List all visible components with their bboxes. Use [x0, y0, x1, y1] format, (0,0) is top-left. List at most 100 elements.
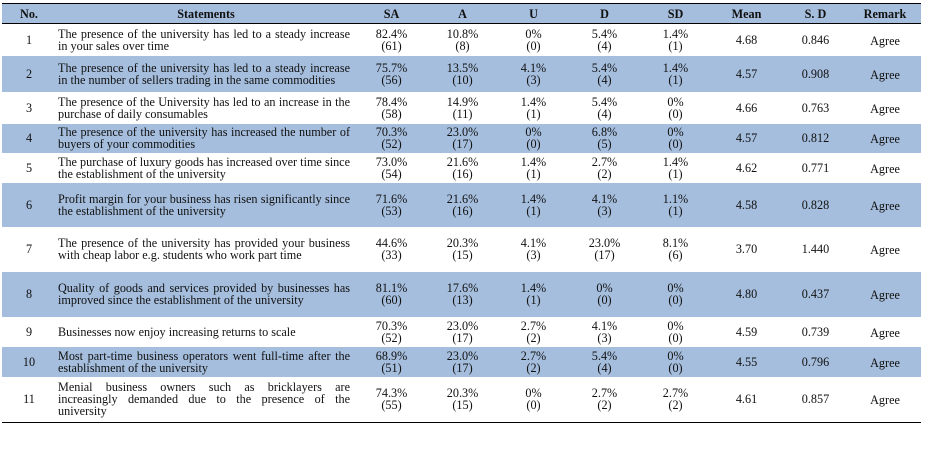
sd-cell: 1.4% (1) — [640, 56, 711, 92]
stdev-value: 0.828 — [801, 197, 830, 212]
u-count: (3) — [526, 248, 541, 262]
u-percent: 1.4% — [520, 94, 547, 109]
a-cell: 23.0% (17) — [427, 317, 498, 347]
d-count: (4) — [597, 38, 612, 53]
sd-percent: 0% — [667, 348, 684, 363]
a-percent: 10.8% — [446, 26, 479, 41]
row-number: 7 — [25, 242, 33, 256]
mean-value: 4.57 — [735, 131, 758, 145]
statement-cell: The presence of the University has led t… — [56, 92, 356, 124]
statement-cell: Menial business owners such as bricklaye… — [56, 376, 356, 423]
a-cell: 17.6% (13) — [427, 272, 498, 317]
sd-count: (0) — [668, 360, 683, 375]
u-percent: 1.4% — [520, 281, 547, 295]
table-row: 10 Most part-time business operators went… — [2, 346, 921, 377]
sa-count: (58) — [381, 106, 402, 121]
u-percent: 1.4% — [520, 154, 547, 169]
d-percent: 5.4% — [591, 348, 618, 363]
u-count: (3) — [526, 72, 541, 87]
statement-cell: Most part-time business operators went f… — [56, 347, 356, 377]
remark-cell: Agree — [849, 124, 921, 153]
sd-cell: 1.4% (1) — [640, 153, 711, 183]
table-row: 4 The presence of the university has incr… — [2, 123, 921, 153]
sd-count: (0) — [668, 293, 683, 307]
d-count: (2) — [597, 398, 612, 413]
d-percent: 4.1% — [591, 318, 618, 333]
header-statements: Statements — [56, 3, 356, 24]
remark-cell: Agree — [849, 56, 921, 92]
u-count: (0) — [526, 137, 541, 151]
statement-text: Menial business owners such as bricklaye… — [58, 380, 350, 419]
stdev-value: 0.846 — [801, 32, 830, 47]
sa-count: (55) — [381, 398, 402, 413]
d-percent: 2.7% — [591, 386, 618, 401]
u-percent: 1.4% — [520, 191, 547, 206]
d-percent: 5.4% — [591, 26, 618, 41]
u-percent: 0% — [525, 125, 542, 139]
sa-percent: 70.3% — [375, 318, 408, 333]
sd-count: (1) — [668, 166, 683, 181]
a-percent: 23.0% — [446, 318, 479, 333]
u-cell: 1.4% (1) — [498, 153, 569, 183]
sa-cell: 78.4% (58) — [356, 92, 427, 124]
sa-count: (33) — [381, 248, 402, 262]
u-count: (0) — [526, 38, 541, 53]
sa-count: (56) — [381, 72, 402, 87]
statement-cell: The presence of the university has provi… — [56, 227, 356, 272]
sd-count: (2) — [668, 398, 683, 413]
statement-text: The purchase of luxury goods has increas… — [58, 154, 350, 181]
d-cell: 5.4% (4) — [569, 347, 640, 377]
sa-cell: 70.3% (52) — [356, 124, 427, 153]
sa-cell: 75.7% (56) — [356, 56, 427, 92]
header-d: D — [569, 3, 640, 24]
table-row: 1 The presence of the university has led … — [2, 24, 921, 56]
remark-value: Agree — [870, 101, 900, 116]
header-u: U — [498, 3, 569, 24]
statement-cell: The presence of the university has incre… — [56, 124, 356, 153]
remark-cell: Agree — [849, 347, 921, 377]
mean-value: 4.59 — [735, 324, 758, 339]
u-cell: 0% (0) — [498, 376, 569, 423]
sa-percent: 68.9% — [375, 348, 408, 363]
d-count: (5) — [597, 137, 612, 151]
remark-cell: Agree — [849, 317, 921, 347]
d-percent: 23.0% — [588, 236, 621, 250]
sa-cell: 71.6% (53) — [356, 183, 427, 227]
a-cell: 14.9% (11) — [427, 92, 498, 124]
mean-value: 3.70 — [735, 242, 758, 256]
sd-cell: 0% (0) — [640, 92, 711, 124]
table-row: 11 Menial business owners such as brickla… — [2, 376, 921, 423]
sd-count: (1) — [668, 38, 683, 53]
d-count: (4) — [597, 106, 612, 121]
row-number: 6 — [25, 197, 33, 212]
sd-count: (6) — [668, 248, 683, 262]
sa-percent: 74.3% — [375, 386, 408, 401]
u-count: (1) — [526, 166, 541, 181]
a-count: (17) — [452, 360, 473, 375]
sa-percent: 44.6% — [375, 236, 408, 250]
sd-percent: 1.4% — [662, 154, 689, 169]
a-cell: 23.0% (17) — [427, 124, 498, 153]
u-count: (1) — [526, 106, 541, 121]
u-count: (1) — [526, 293, 541, 307]
table-row: 2 The presence of the university has led … — [2, 55, 921, 92]
row-number: 4 — [25, 131, 33, 145]
sd-percent: 0% — [667, 281, 684, 295]
mean-value: 4.62 — [735, 160, 758, 175]
sa-percent: 81.1% — [375, 281, 408, 295]
sa-count: (53) — [381, 203, 402, 218]
d-count: (0) — [597, 293, 612, 307]
a-count: (16) — [452, 166, 473, 181]
sa-cell: 73.0% (54) — [356, 153, 427, 183]
sa-percent: 71.6% — [375, 191, 408, 206]
statement-cell: Quality of goods and services provided b… — [56, 272, 356, 317]
stdev-value: 0.771 — [801, 160, 830, 175]
remark-value: Agree — [870, 355, 900, 370]
sa-cell: 68.9% (51) — [356, 347, 427, 377]
remark-value: Agree — [870, 198, 900, 213]
u-cell: 1.4% (1) — [498, 92, 569, 124]
u-count: (2) — [526, 330, 541, 345]
table-row: 6 Profit margin for your business has ris… — [2, 182, 921, 227]
a-count: (15) — [452, 398, 473, 413]
statement-cell: Businesses now enjoy increasing returns … — [56, 317, 356, 347]
